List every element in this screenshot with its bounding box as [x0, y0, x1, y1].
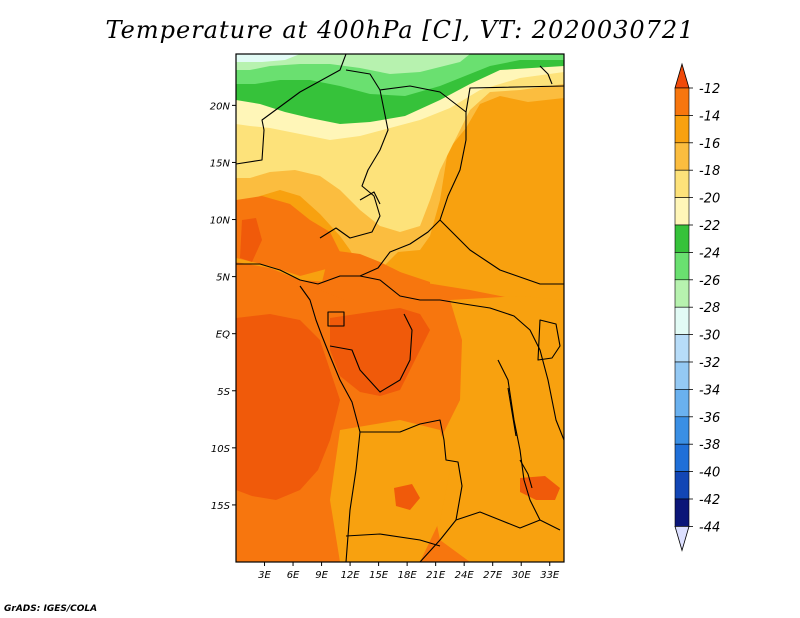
- band-14-central: [320, 250, 430, 306]
- y-axis: 20N 15N 10N 5N EQ 5S 10S 15S: [210, 101, 236, 512]
- colorbar-swatch: [674, 498, 690, 527]
- patch-12-w: [240, 218, 262, 262]
- colorbar-label: -12: [699, 82, 720, 97]
- colorbar-swatch: [674, 279, 690, 308]
- band-28: [236, 54, 470, 74]
- band-30: [236, 54, 300, 62]
- colorbar-label: -26: [699, 274, 720, 289]
- x-tick-label: 3E: [258, 570, 271, 581]
- colorbar-bottom-arrow: [674, 526, 690, 552]
- colorbar-label: -44: [699, 520, 720, 535]
- band-12-central: [330, 308, 430, 396]
- y-tick-label: 5N: [216, 273, 230, 284]
- x-tick-label: 30E: [512, 570, 532, 581]
- y-tick-label: 15N: [210, 158, 231, 169]
- band-12-west: [236, 314, 340, 500]
- colorbar-swatch: [674, 361, 690, 390]
- band-26: [236, 54, 564, 96]
- temperature-field: [236, 54, 564, 562]
- grads-credit: GrADS: IGES/COLA: [4, 604, 98, 614]
- map-borders: [236, 54, 564, 562]
- colorbar-swatch: [674, 389, 690, 418]
- colorbar-label: -16: [699, 137, 720, 152]
- x-tick-label: 27E: [483, 570, 503, 581]
- x-tick-label: 12E: [341, 570, 361, 581]
- band-14-west: [236, 196, 340, 276]
- y-tick-label: 20N: [210, 101, 231, 112]
- colorbar-swatch: [674, 252, 690, 281]
- y-tick-label: 10S: [211, 444, 231, 455]
- colorbar: -12 -14 -16 -18 -20 -22 -24 -26 -28 -30 -32 -34 -36 -…: [674, 62, 720, 552]
- colorbar-label: -34: [699, 383, 720, 398]
- plot-frame: [235, 53, 565, 563]
- y-tick-label: 15S: [211, 501, 231, 512]
- x-tick-label: 21E: [426, 570, 446, 581]
- x-tick-label: 33E: [540, 570, 560, 581]
- x-tick-label: 6E: [287, 570, 300, 581]
- colorbar-label: -42: [699, 493, 720, 508]
- colorbar-swatch: [674, 169, 690, 198]
- chart-title: Temperature at 400hPa [C], VT: 202003072…: [105, 16, 695, 44]
- x-tick-label: 15E: [369, 570, 389, 581]
- colorbar-swatch: [674, 115, 690, 144]
- colorbar-top-arrow: [674, 62, 690, 89]
- colorbar-label: -32: [699, 356, 720, 371]
- y-tick-label: EQ: [216, 330, 230, 341]
- colorbar-swatch: [674, 142, 690, 171]
- colorbar-swatch: [674, 306, 690, 335]
- colorbar-label: -22: [699, 219, 720, 234]
- colorbar-swatch: [674, 443, 690, 472]
- colorbar-swatch: [674, 334, 690, 363]
- y-tick-label: 10N: [210, 216, 231, 227]
- colorbar-label: -20: [699, 192, 720, 207]
- x-tick-label: 18E: [398, 570, 418, 581]
- colorbar-swatch: [674, 87, 690, 116]
- colorbar-label: -30: [699, 329, 720, 344]
- colorbar-label: -40: [699, 466, 720, 481]
- x-tick-label: 24E: [455, 570, 475, 581]
- colorbar-swatch: [674, 224, 690, 253]
- colorbar-label: -36: [699, 411, 720, 426]
- colorbar-swatch: [674, 471, 690, 500]
- colorbar-label: -28: [699, 301, 720, 316]
- patch-12-s: [394, 484, 420, 510]
- colorbar-swatch: [674, 197, 690, 226]
- colorbar-label: -38: [699, 438, 720, 453]
- colorbar-label: -18: [699, 164, 720, 179]
- colorbar-swatch: [674, 416, 690, 445]
- y-tick-label: 5S: [217, 387, 230, 398]
- colorbar-label: -14: [699, 109, 720, 124]
- x-tick-label: 9E: [315, 570, 328, 581]
- colorbar-label: -24: [699, 246, 720, 261]
- x-axis: 3E 6E 9E 12E 15E 18E 21E 24E 27E 30E 33E: [258, 562, 560, 581]
- patch-16-south: [330, 420, 450, 562]
